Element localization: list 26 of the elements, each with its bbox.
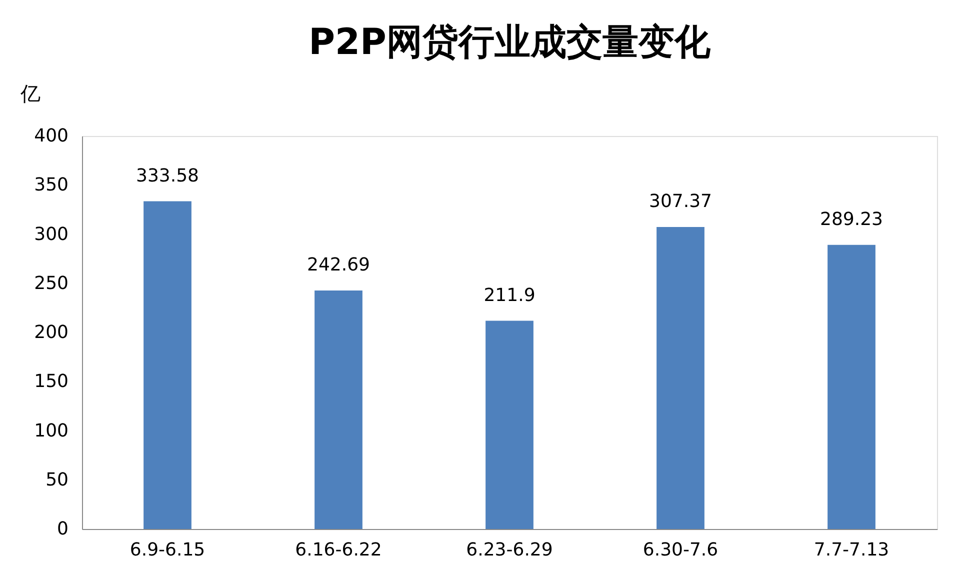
y-axis-title: 亿 — [20, 82, 40, 106]
x-tick-label: 6.30-7.6 — [642, 540, 718, 560]
bar — [314, 290, 362, 529]
y-tick-label: 250 — [34, 272, 68, 294]
x-tick-label: 7.7-7.13 — [814, 540, 890, 560]
chart-title: P2P网贷行业成交量变化 — [308, 22, 712, 63]
data-label: 242.69 — [307, 254, 370, 276]
y-tick-label: 400 — [34, 126, 68, 146]
data-label: 333.58 — [136, 165, 199, 186]
x-tick-label: 6.9-6.15 — [130, 540, 206, 560]
y-tick-label: 100 — [34, 420, 68, 442]
data-label: 307.37 — [649, 191, 712, 212]
y-tick-label: 300 — [34, 224, 68, 245]
y-tick-label: 150 — [34, 371, 68, 392]
x-tick-label: 6.23-6.29 — [466, 540, 553, 560]
bar — [144, 201, 192, 529]
y-tick-label: 0 — [57, 518, 68, 540]
bar — [656, 227, 704, 529]
x-tick-label: 6.16-6.22 — [295, 540, 382, 560]
y-tick-label: 50 — [46, 469, 68, 490]
bar — [486, 320, 534, 529]
y-tick-label: 350 — [34, 174, 68, 196]
data-label: 289.23 — [820, 208, 883, 230]
data-label: 211.9 — [484, 284, 536, 306]
y-tick-label: 200 — [34, 322, 68, 343]
bar — [828, 244, 876, 529]
